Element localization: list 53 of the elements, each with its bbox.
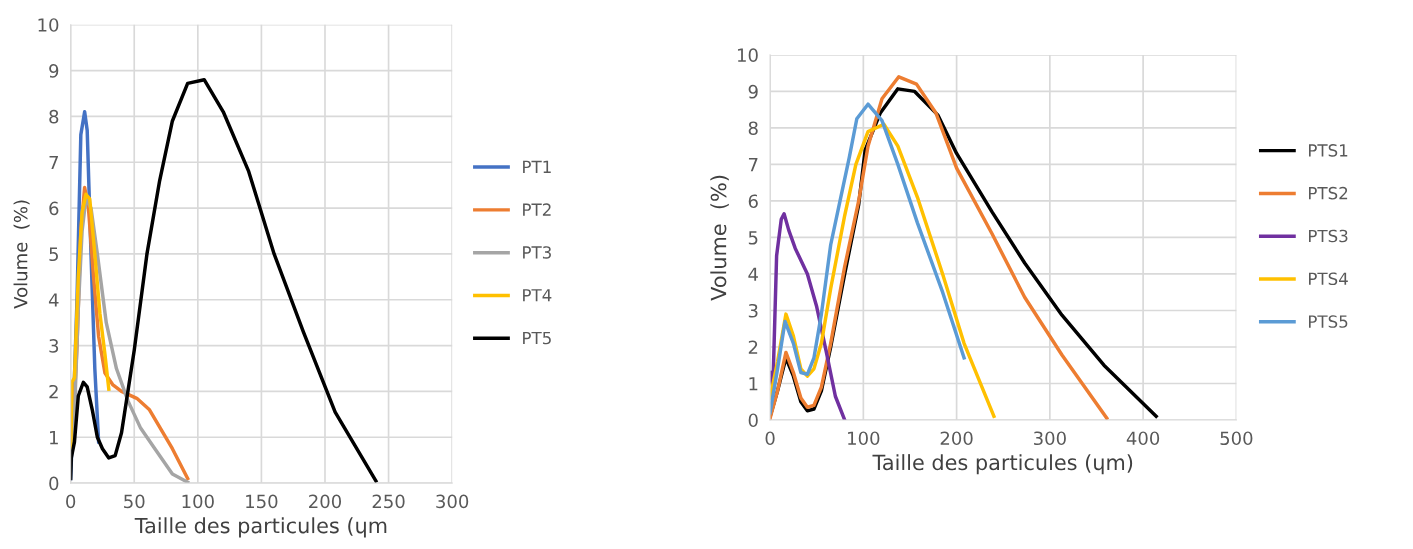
y-tick-label: 8: [748, 121, 758, 136]
x-tick-label: 400: [1126, 431, 1160, 446]
x-axis-title: Taille des particules (ɥm): [872, 454, 1133, 475]
y-axis-title: Volume (%): [13, 200, 30, 309]
y-tick-label: 10: [38, 18, 59, 32]
line-series: [770, 102, 966, 415]
y-tick-label: 0: [748, 413, 758, 428]
line-series: [770, 211, 847, 420]
x-tick-label: 50: [124, 494, 145, 509]
x-tick-label: 150: [246, 494, 278, 509]
x-tick-label: 250: [372, 494, 405, 509]
legend-label: PT5: [523, 331, 551, 345]
y-tick-label: 9: [748, 84, 758, 99]
y-tick-label: 2: [49, 384, 58, 399]
legend-label: PT2: [523, 203, 551, 216]
legend-label: PTS4: [1309, 272, 1348, 286]
y-tick-label: 0: [49, 476, 59, 491]
y-tick-label: 9: [49, 64, 59, 78]
legend-label: PT4: [523, 289, 552, 302]
x-tick-label: 100: [848, 431, 880, 446]
x-tick-label: 500: [1220, 431, 1253, 446]
y-tick-label: 1: [749, 377, 758, 391]
y-axis-title: Volume (%): [710, 175, 729, 301]
x-tick-label: 300: [1034, 431, 1066, 446]
x-tick-label: 0: [765, 431, 775, 446]
legend-label: PTS1: [1309, 144, 1348, 157]
y-tick-label: 3: [748, 303, 758, 318]
y-tick-label: 10: [737, 48, 758, 63]
y-tick-label: 7: [49, 155, 58, 170]
y-tick-label: 2: [748, 340, 758, 354]
y-tick-label: 6: [49, 201, 59, 216]
legend-label: PTS5: [1309, 315, 1348, 328]
x-tick-label: 300: [436, 494, 469, 509]
y-tick-label: 4: [748, 267, 758, 281]
x-tick-label: 100: [182, 494, 214, 509]
y-tick-label: 7: [748, 158, 758, 172]
x-tick-label: 200: [309, 494, 342, 509]
line-series: [70, 77, 378, 483]
legend-label: PTS3: [1309, 229, 1348, 243]
x-axis-title: Taille des particules (ɥm: [134, 517, 387, 538]
x-tick-label: 0: [66, 494, 76, 509]
y-tick-label: 8: [49, 109, 59, 124]
legend-label: PTS2: [1309, 186, 1348, 200]
y-tick-label: 1: [50, 430, 58, 445]
legend-label: PT1: [523, 160, 551, 173]
y-tick-label: 5: [748, 231, 758, 245]
line-series: [770, 75, 1109, 420]
y-tick-label: 3: [49, 339, 59, 353]
x-tick-label: 200: [940, 431, 973, 446]
y-tick-label: 5: [49, 247, 58, 262]
y-tick-label: 4: [48, 293, 59, 307]
y-tick-label: 6: [748, 194, 758, 209]
legend-label: PT3: [523, 246, 551, 259]
